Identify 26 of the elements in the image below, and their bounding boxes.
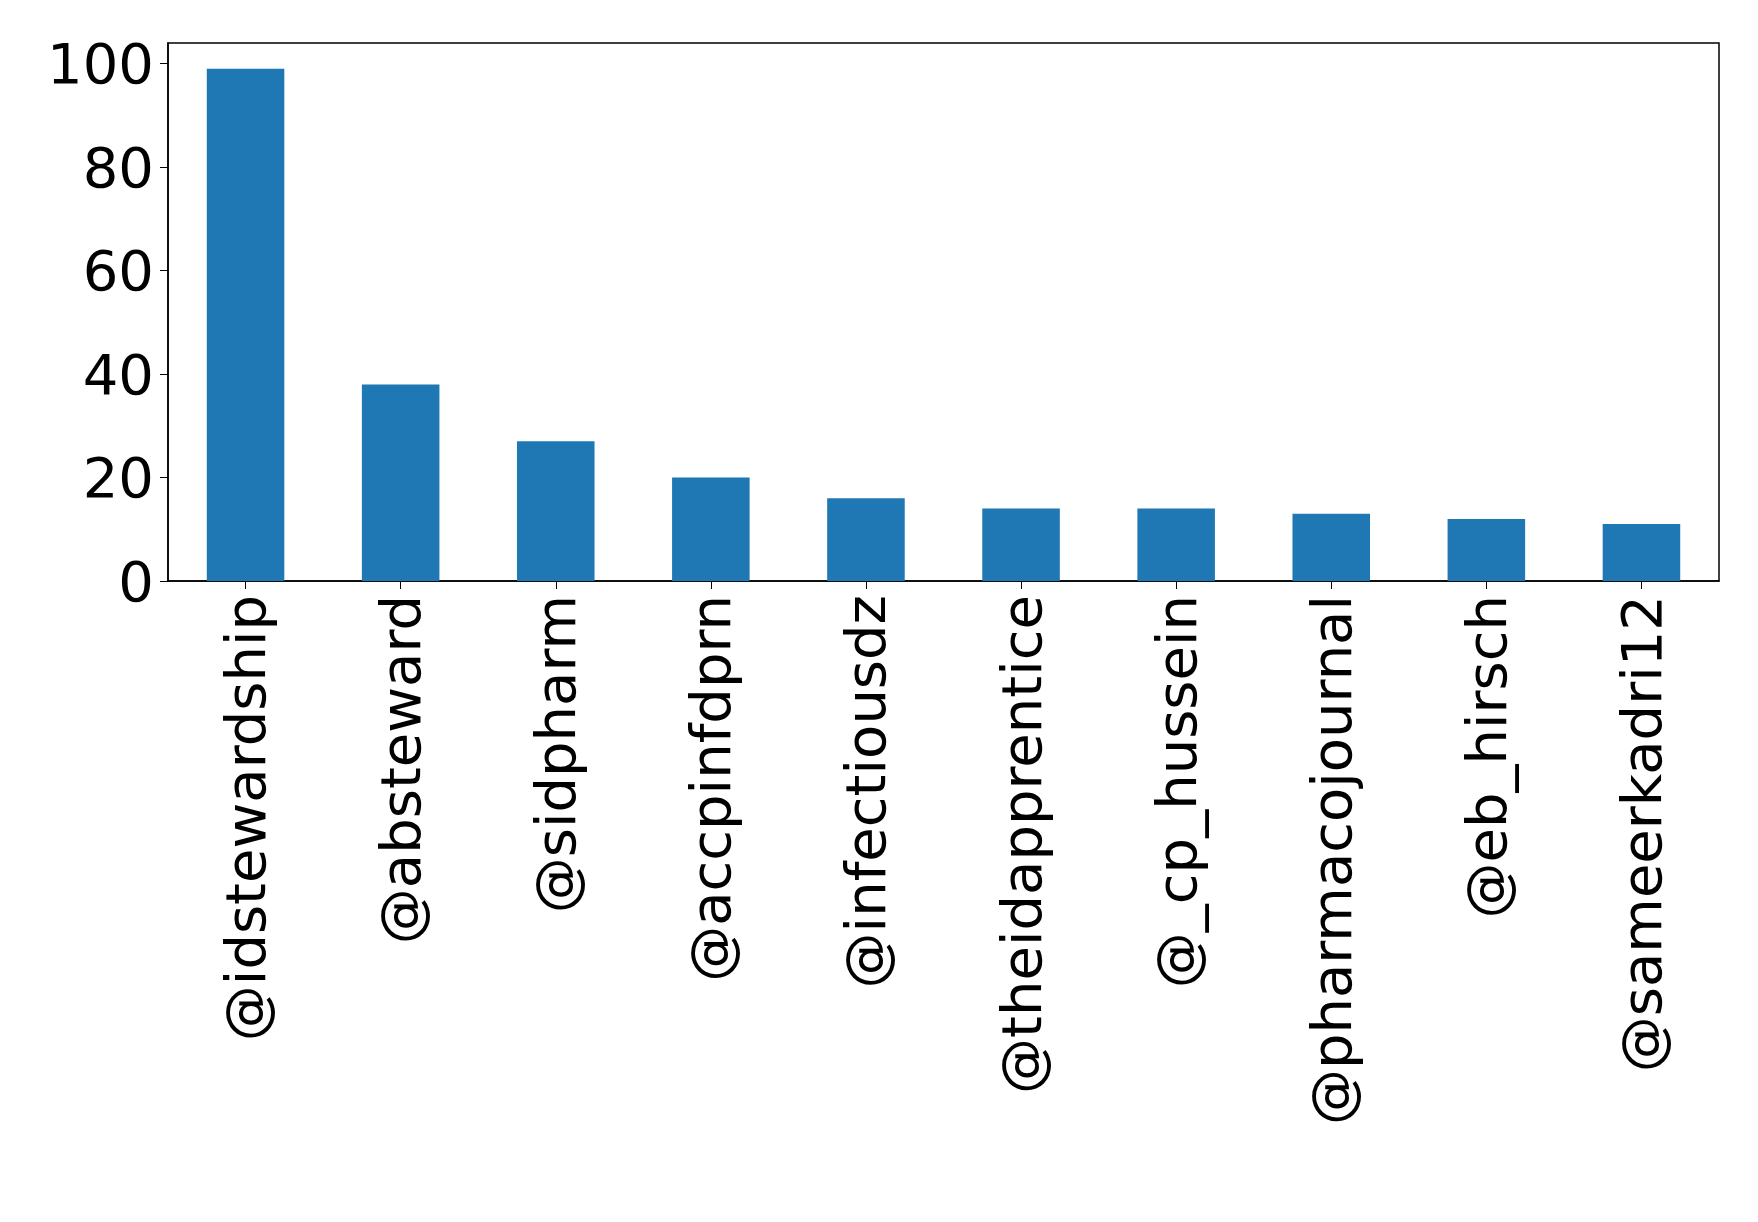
y-tick-label: 20 — [82, 445, 154, 511]
y-tick-label: 80 — [82, 134, 154, 200]
x-tick-label: @accpinfdprn — [678, 595, 744, 982]
x-tick-label: @absteward — [368, 595, 434, 945]
bar — [827, 498, 905, 581]
bar — [672, 477, 750, 581]
x-tick-label: @sidpharm — [523, 595, 589, 914]
y-tick-label: 0 — [118, 548, 154, 614]
bar — [982, 508, 1060, 581]
x-tick-label: @infectiousdz — [833, 595, 899, 989]
bar — [516, 441, 595, 581]
bar — [1602, 524, 1681, 581]
bar — [1292, 513, 1371, 581]
x-tick-label: @theidapprentice — [988, 595, 1054, 1094]
y-tick-label: 40 — [82, 341, 154, 407]
x-tick-label: @pharmacojournal — [1298, 595, 1364, 1126]
bar — [206, 68, 285, 581]
x-tick-label: @idstewardship — [213, 595, 279, 1042]
y-tick-label: 60 — [82, 238, 154, 304]
bar — [361, 384, 440, 581]
bar — [1137, 508, 1215, 581]
x-tick-label: @eb_hirsch — [1453, 595, 1519, 919]
y-tick-label: 100 — [47, 31, 154, 97]
bar — [1447, 518, 1526, 581]
x-tick-label: @sameerkadri12 — [1608, 595, 1674, 1073]
x-tick-label: @_cp_hussein — [1143, 595, 1209, 989]
